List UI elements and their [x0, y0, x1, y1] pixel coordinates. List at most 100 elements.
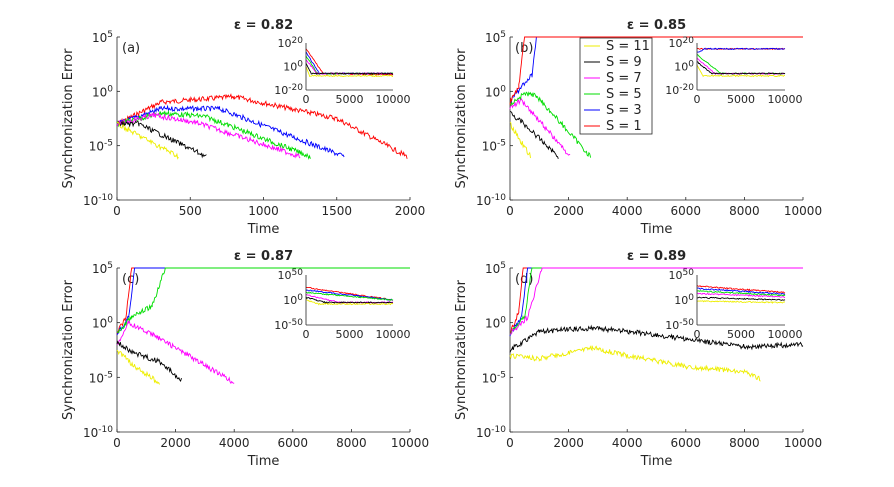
chart-title: ε = 0.87 — [234, 249, 293, 264]
inset-series-s7 — [696, 292, 786, 298]
x-tick-label: 10000 — [784, 204, 822, 218]
y-tick-label: 10-10 — [83, 193, 113, 208]
panel-label: (b) — [515, 41, 533, 56]
inset-y-tick-label: 10-50 — [274, 318, 303, 332]
x-tick-label: 6000 — [671, 204, 702, 218]
chart-title: ε = 0.85 — [627, 18, 686, 33]
inset-y-tick-label: 1050 — [669, 268, 695, 282]
panel-a: 0 500 1000 1500 200010-1010-5100105TimeSynch… — [61, 18, 425, 237]
inset-series-s1 — [696, 285, 786, 294]
x-tick-label: 6000 — [671, 436, 702, 450]
y-tick-label: 100 — [92, 316, 113, 331]
legend-label: S = 1 — [606, 119, 642, 134]
inset-series-s1 — [305, 286, 394, 301]
inset-series-s9 — [696, 296, 786, 301]
y-tick-label: 10-5 — [89, 370, 113, 385]
panel-label: (a) — [122, 41, 140, 56]
inset-series-s5 — [696, 290, 786, 297]
x-tick-label: 8000 — [729, 204, 760, 218]
series-line-s9 — [116, 340, 182, 382]
y-tick-label: 10-5 — [482, 370, 506, 385]
inset-series-s11 — [305, 299, 394, 306]
x-tick-label: 0 — [506, 204, 514, 218]
x-tick-label: 10000 — [784, 436, 822, 450]
x-tick-label: 2000 — [395, 204, 426, 218]
x-tick-label: 0 — [113, 436, 121, 450]
chart-title: ε = 0.89 — [627, 249, 686, 264]
inset-series-s3 — [696, 47, 786, 53]
inset-x-tick-label: 5000 — [727, 93, 755, 106]
y-tick-label: 100 — [92, 84, 113, 99]
series-line-s1 — [509, 36, 803, 105]
series-line-s9 — [116, 119, 207, 159]
legend-label: S = 9 — [606, 55, 642, 70]
series-line-s9 — [509, 324, 804, 353]
x-tick-label: 4000 — [612, 204, 643, 218]
x-tick-label: 0 — [113, 204, 121, 218]
inset-plot: 0 5000 10000 10-20 100 1020 — [665, 36, 802, 106]
series-line-s7 — [509, 97, 571, 156]
inset-x-tick-label: 0 — [303, 93, 310, 106]
inset-y-tick-label: 10-50 — [665, 318, 694, 332]
legend-label: S = 11 — [606, 39, 650, 54]
x-tick-label: 500 — [179, 204, 202, 218]
inset-plot: 0 5000 10000 10-50 100 1050 — [274, 268, 410, 341]
inset-series-s9 — [305, 296, 394, 305]
series-line-s11 — [116, 121, 179, 160]
x-tick-label: 2000 — [160, 436, 191, 450]
x-axis-label: Time — [640, 222, 673, 237]
inset-y-tick-label: 10-20 — [665, 83, 694, 97]
panel-d: 0 2000 4000 6000 8000 10000 10-10 10-5 100 105 Tim… — [454, 249, 822, 469]
series-line-s5 — [116, 110, 311, 160]
x-tick-label: 10000 — [391, 436, 429, 450]
inset-y-tick-label: 100 — [674, 293, 694, 307]
series-line-s7 — [116, 112, 301, 159]
inset-series-s9 — [305, 63, 394, 75]
y-tick-label: 100 — [485, 84, 506, 99]
y-tick-label: 10-10 — [476, 425, 506, 440]
series-line-s11 — [116, 349, 160, 385]
inset-y-tick-label: 100 — [283, 293, 303, 307]
x-tick-label: 8000 — [729, 436, 760, 450]
series-line-s1 — [116, 93, 408, 159]
series-line-s9 — [509, 111, 559, 159]
inset-series-s3 — [305, 289, 394, 301]
series-line-s5 — [509, 91, 592, 158]
series-line-s11 — [509, 345, 761, 382]
inset-x-tick-label: 10000 — [768, 93, 803, 106]
inset-x-tick-label: 10000 — [376, 328, 411, 341]
inset-y-tick-label: 1050 — [278, 268, 304, 282]
y-axis-label: Synchronization Error — [454, 48, 469, 189]
inset-background — [697, 43, 785, 90]
inset-plot: 0 5000 10000 10-50 100 1050 — [665, 268, 802, 341]
legend-label: S = 5 — [606, 87, 642, 102]
y-tick-label: 105 — [92, 30, 113, 45]
y-tick-label: 10-10 — [476, 193, 506, 208]
legend-label: S = 7 — [606, 71, 642, 86]
y-tick-label: 10-5 — [89, 139, 113, 154]
y-axis-label: Synchronization Error — [61, 279, 76, 420]
x-tick-label: 4000 — [219, 436, 250, 450]
x-axis-label: Time — [247, 454, 280, 469]
legend-label: S = 3 — [606, 103, 642, 118]
inset-plot: 0 5000 10000 10-20 100 1020 — [274, 36, 410, 106]
inset-x-tick-label: 5000 — [336, 93, 364, 106]
inset-y-tick-label: 10-20 — [274, 83, 303, 97]
inset-x-tick-label: 5000 — [727, 328, 755, 341]
inset-background — [306, 43, 393, 90]
inset-series-s3 — [697, 287, 786, 296]
series-line-s7 — [509, 267, 803, 335]
series-line-s11 — [509, 121, 531, 159]
series-line-s7 — [116, 319, 235, 385]
y-tick-label: 105 — [92, 261, 113, 276]
inset-x-tick-label: 5000 — [336, 328, 364, 341]
x-tick-label: 4000 — [612, 436, 643, 450]
series-line-s5 — [116, 267, 410, 334]
legend-box — [579, 37, 653, 135]
x-tick-label: 2000 — [553, 204, 584, 218]
x-tick-label: 0 — [506, 436, 514, 450]
x-axis-label: Time — [247, 222, 280, 237]
inset-x-tick-label: 10000 — [376, 93, 411, 106]
inset-y-tick-label: 100 — [674, 60, 694, 74]
